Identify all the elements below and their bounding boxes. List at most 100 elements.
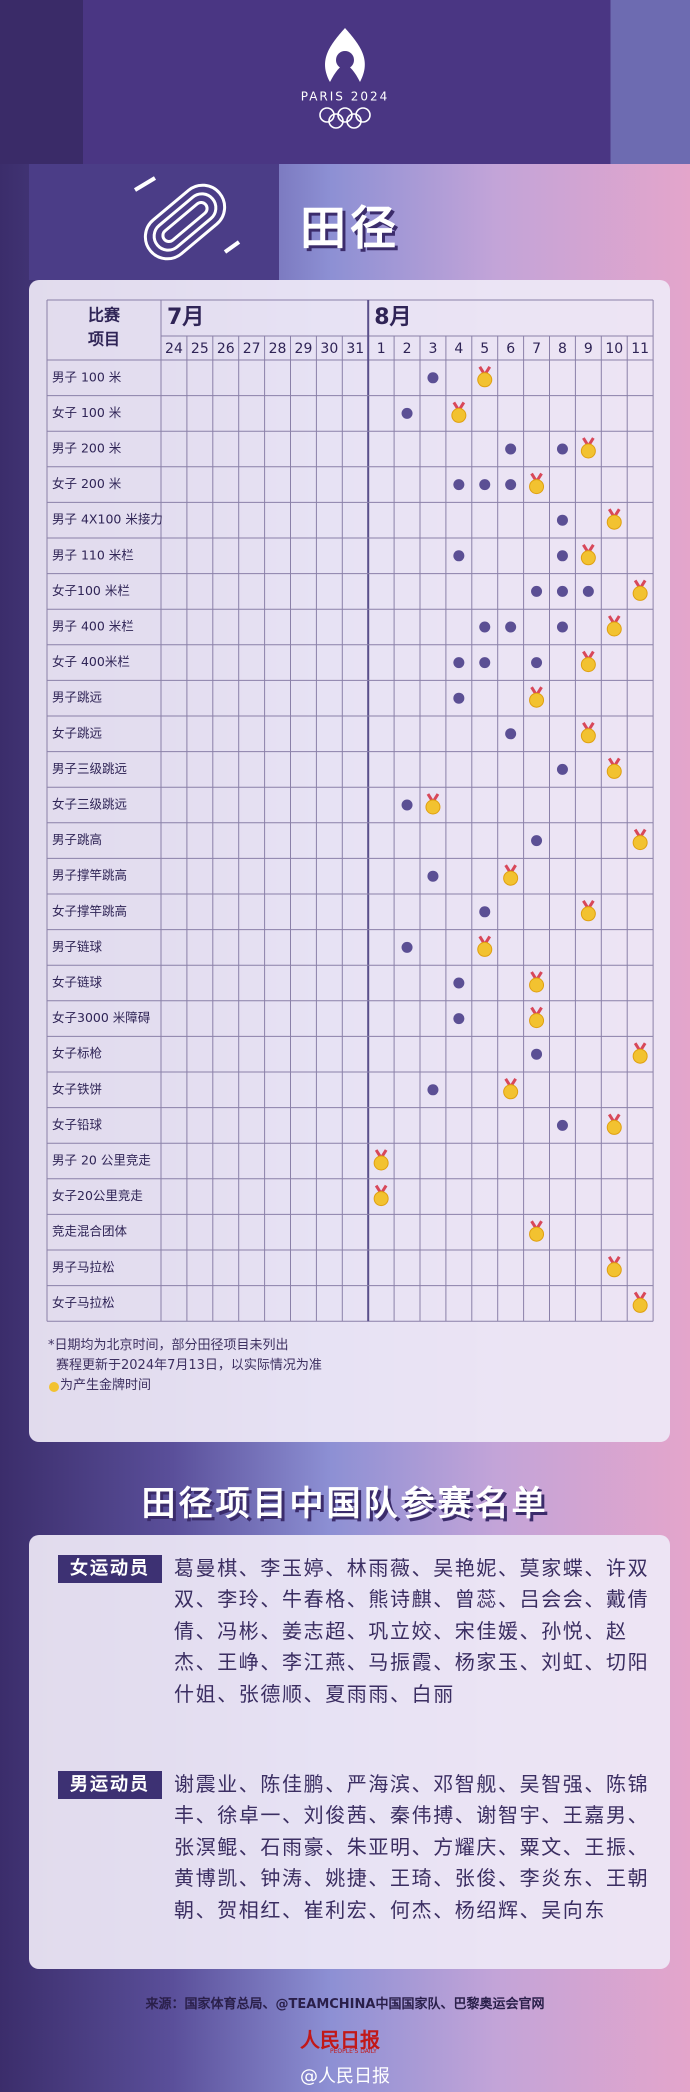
roster-panel: [29, 1535, 670, 1969]
round-dot: [556, 1119, 568, 1131]
round-dot: [531, 1048, 543, 1060]
round-dot: [505, 443, 517, 455]
day-label: 5: [480, 341, 489, 357]
round-dot: [531, 585, 543, 597]
medal: [632, 579, 648, 601]
day-label: 1: [377, 341, 386, 357]
event-label: 女子铅球: [52, 1117, 103, 1132]
event-label: 男子跳高: [52, 832, 102, 847]
note: *日期均为北京时间，部分田径项目未列出: [48, 1338, 289, 1353]
event-label: 男子三级跳远: [52, 761, 128, 776]
medal: [606, 757, 622, 779]
header-band: [0, 0, 690, 164]
event-label: 女子 400米栏: [52, 654, 130, 669]
round-dot: [453, 657, 465, 669]
medal: [503, 864, 519, 886]
group-label: 男运动员: [58, 1771, 162, 1799]
medal: [632, 1291, 648, 1313]
event-label: 女子标枪: [52, 1046, 103, 1061]
round-dot: [401, 407, 413, 419]
medal: [529, 686, 545, 708]
round-dot: [427, 1084, 439, 1096]
event-label: 女子 100 米: [52, 405, 122, 420]
page-title: 田径: [300, 201, 400, 255]
round-dot: [582, 585, 594, 597]
medal: [606, 1256, 622, 1278]
event-label: 男子跳远: [52, 690, 103, 705]
round-dot: [479, 906, 491, 918]
medal: [373, 1184, 389, 1207]
day-label: 9: [584, 341, 593, 357]
round-dot: [453, 479, 465, 491]
medal: [477, 366, 493, 388]
group-names: 谢震业、陈佳鹏、严海滨、邓智舰、吴智强、陈锦丰、徐卓一、刘俊茜、秦伟搏、谢智宇、…: [174, 1772, 650, 1922]
event-label: 男子 110 米栏: [52, 547, 134, 562]
round-dot: [505, 621, 517, 633]
medal: [632, 828, 648, 851]
event-label: 男子撑竿跳高: [52, 868, 127, 883]
medal: [606, 1113, 622, 1135]
title-left-band: [29, 164, 279, 280]
day-label: 8: [558, 341, 567, 357]
round-dot: [556, 585, 568, 597]
medal-note: 为产生金牌时间: [60, 1378, 152, 1393]
medal: [529, 971, 545, 993]
round-dot: [556, 443, 568, 455]
notes: *日期均为北京时间，部分田径项目未列出 赛程更新于2024年7月13日，以实际情…: [48, 1336, 322, 1396]
round-dot: [556, 763, 568, 775]
round-dot: [453, 977, 465, 989]
publisher-logo: 人民日报: [300, 2028, 380, 2052]
medal: [373, 1149, 389, 1171]
day-label: 26: [217, 341, 235, 357]
medal-icon: [49, 1381, 59, 1392]
medal: [529, 1006, 545, 1029]
group-label: 女运动员: [58, 1555, 162, 1583]
event-label: 女子100 米栏: [52, 583, 130, 598]
event-label: 女子三级跳远: [52, 797, 128, 812]
note: 赛程更新于2024年7月13日，以实际情况为准: [56, 1358, 322, 1373]
round-dot: [453, 550, 465, 562]
event-label: 女子马拉松: [52, 1295, 115, 1310]
medal: [632, 1042, 648, 1064]
event-label: 女子撑竿跳高: [52, 903, 127, 918]
event-label: 男子 4X100 米接力: [52, 512, 163, 527]
medal: [580, 900, 596, 922]
day-label: 6: [506, 341, 515, 357]
medal: [451, 401, 467, 423]
day-label: 30: [320, 341, 338, 357]
logo-text: PARIS 2024: [301, 90, 390, 104]
round-dot: [531, 835, 543, 847]
event-label: 男子链球: [52, 939, 103, 954]
schedule-panel: [29, 280, 670, 1442]
medal: [606, 508, 622, 530]
group-names: 葛曼棋、李玉婷、林雨薇、吴艳妮、莫家蝶、许双双、李玲、牛春格、熊诗麒、曾蕊、吕会…: [174, 1556, 650, 1706]
event-label: 女子链球: [52, 975, 103, 990]
event-label: 男子 200 米: [52, 441, 122, 456]
month-label: 7月: [167, 305, 204, 330]
event-label: 男子马拉松: [52, 1259, 115, 1274]
day-label: 2: [403, 341, 412, 357]
round-dot: [427, 870, 439, 882]
round-dot: [479, 479, 491, 491]
round-dot: [479, 657, 491, 669]
round-dot: [427, 372, 439, 384]
medal: [606, 615, 622, 637]
round-dot: [453, 692, 465, 704]
round-dot: [531, 657, 543, 669]
medal: [529, 1220, 545, 1242]
round-dot: [401, 799, 413, 811]
medal: [529, 472, 545, 495]
track-icon: [133, 176, 241, 261]
round-dot: [556, 621, 568, 633]
day-label: 4: [454, 341, 463, 357]
watermark: @人民日报: [300, 2066, 390, 2087]
round-dot: [556, 514, 568, 526]
event-label: 男子 20 公里竞走: [52, 1153, 151, 1168]
roster-title: 田径项目中国队参赛名单: [141, 1484, 549, 1524]
event-label: 女子 200 米: [52, 476, 122, 491]
round-dot: [556, 550, 568, 562]
medal: [477, 935, 493, 957]
event-label: 女子20公里竞走: [52, 1188, 143, 1203]
event-label: 女子跳远: [52, 725, 103, 740]
